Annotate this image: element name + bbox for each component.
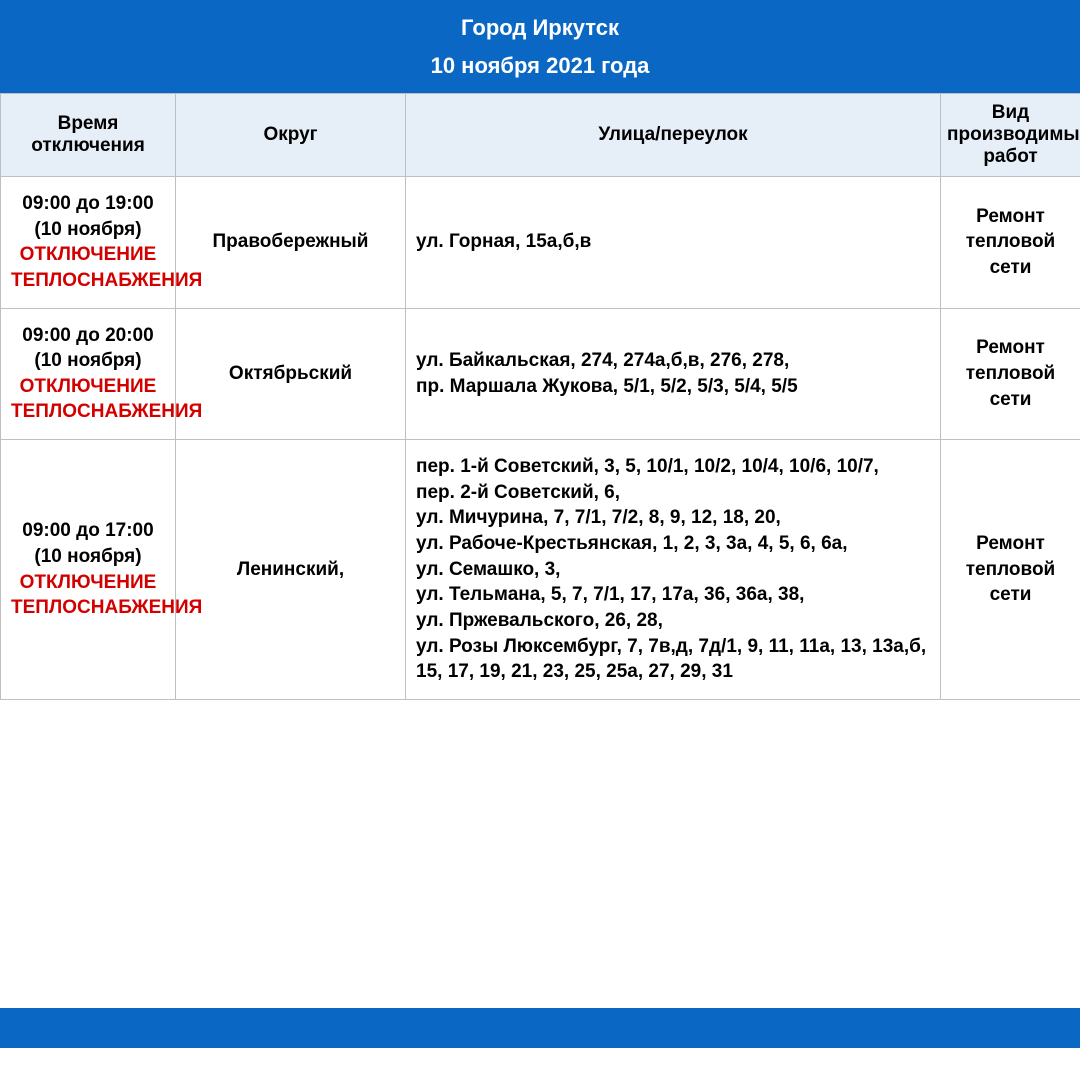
cell-street: ул. Байкальская, 274, 274а,б,в, 276, 278… <box>406 308 941 440</box>
time-date: (10 ноября) <box>11 217 165 243</box>
table-row: 09:00 до 17:00 (10 ноября) ОТКЛЮЧЕНИЕ ТЕ… <box>1 440 1080 700</box>
time-alert1: ОТКЛЮЧЕНИЕ <box>11 374 165 400</box>
outage-table: Время отключения Округ Улица/переулок Ви… <box>0 93 1080 700</box>
cell-work: Ремонт тепловой сети <box>941 308 1080 440</box>
cell-time: 09:00 до 20:00 (10 ноября) ОТКЛЮЧЕНИЕ ТЕ… <box>1 308 176 440</box>
cell-okrug: Правобережный <box>176 177 406 309</box>
time-range: 09:00 до 20:00 <box>11 323 165 349</box>
table-row: 09:00 до 19:00 (10 ноября) ОТКЛЮЧЕНИЕ ТЕ… <box>1 177 1080 309</box>
col-work: Вид производимых работ <box>941 94 1080 177</box>
time-alert1: ОТКЛЮЧЕНИЕ <box>11 570 165 596</box>
time-range: 09:00 до 19:00 <box>11 191 165 217</box>
cell-time: 09:00 до 17:00 (10 ноября) ОТКЛЮЧЕНИЕ ТЕ… <box>1 440 176 700</box>
time-alert1: ОТКЛЮЧЕНИЕ <box>11 242 165 268</box>
cell-work: Ремонт тепловой сети <box>941 177 1080 309</box>
bottom-bar <box>0 1006 1080 1050</box>
time-date: (10 ноября) <box>11 348 165 374</box>
time-alert2: ТЕПЛОСНАБЖЕНИЯ <box>11 595 165 621</box>
cell-okrug: Октябрьский <box>176 308 406 440</box>
time-range: 09:00 до 17:00 <box>11 518 165 544</box>
col-street: Улица/переулок <box>406 94 941 177</box>
cell-okrug: Ленинский, <box>176 440 406 700</box>
header-title: Город Иркутск <box>0 3 1080 47</box>
cell-time: 09:00 до 19:00 (10 ноября) ОТКЛЮЧЕНИЕ ТЕ… <box>1 177 176 309</box>
time-date: (10 ноября) <box>11 544 165 570</box>
table-row: 09:00 до 20:00 (10 ноября) ОТКЛЮЧЕНИЕ ТЕ… <box>1 308 1080 440</box>
table-body: 09:00 до 19:00 (10 ноября) ОТКЛЮЧЕНИЕ ТЕ… <box>1 177 1080 700</box>
cell-work: Ремонт тепловой сети <box>941 440 1080 700</box>
header: Город Иркутск 10 ноября 2021 года <box>0 0 1080 93</box>
cell-street: ул. Горная, 15а,б,в <box>406 177 941 309</box>
header-date: 10 ноября 2021 года <box>0 47 1080 93</box>
time-alert2: ТЕПЛОСНАБЖЕНИЯ <box>11 399 165 425</box>
col-okrug: Округ <box>176 94 406 177</box>
cell-street: пер. 1-й Советский, 3, 5, 10/1, 10/2, 10… <box>406 440 941 700</box>
table-header-row: Время отключения Округ Улица/переулок Ви… <box>1 94 1080 177</box>
col-time: Время отключения <box>1 94 176 177</box>
time-alert2: ТЕПЛОСНАБЖЕНИЯ <box>11 268 165 294</box>
